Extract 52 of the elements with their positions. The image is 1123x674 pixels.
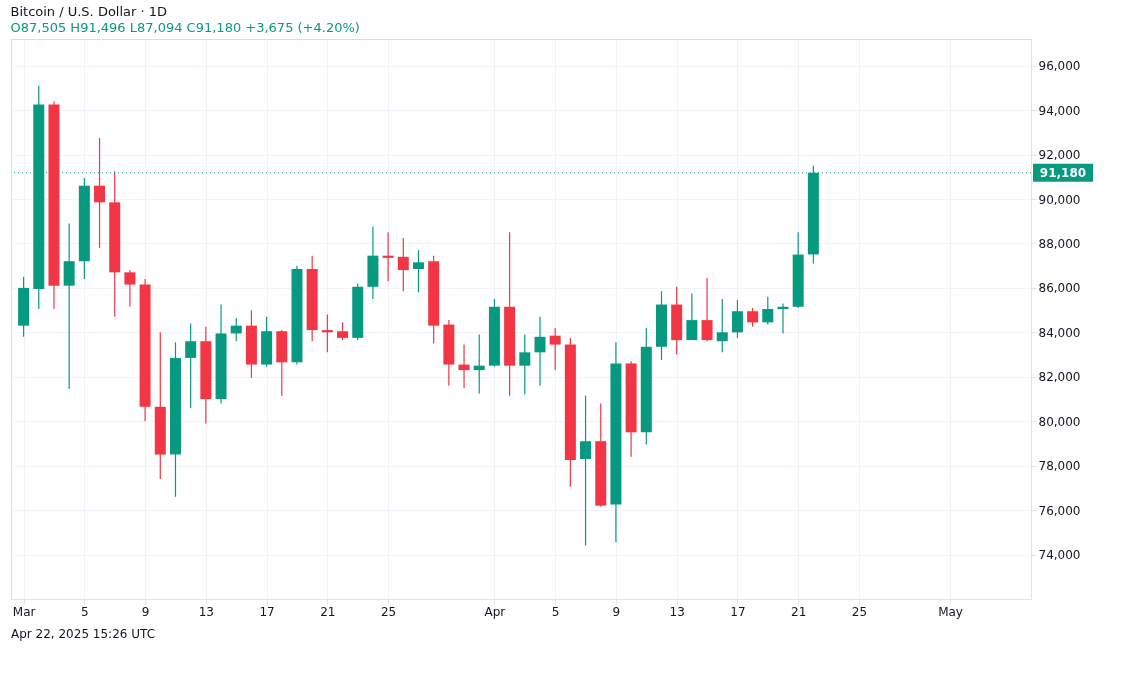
y-tick-label: 92,000 bbox=[1038, 148, 1081, 163]
candlestick bbox=[397, 237, 409, 292]
candlestick bbox=[686, 292, 698, 341]
x-tick-label: 9 bbox=[141, 604, 150, 619]
candlestick bbox=[230, 317, 242, 342]
x-tick-label: 25 bbox=[380, 604, 397, 619]
x-tick-label: 13 bbox=[198, 604, 214, 619]
text: Apr 22, 2025 15:26 UTC bbox=[11, 627, 156, 641]
candlestick bbox=[534, 316, 546, 387]
x-tick-label: 5 bbox=[551, 604, 560, 619]
candlestick bbox=[762, 296, 774, 326]
x-tick-label: Mar bbox=[12, 604, 36, 619]
x-tick-label: Apr bbox=[484, 604, 506, 619]
y-tick-label: 78,000 bbox=[1038, 459, 1081, 474]
x-tick-label: 21 bbox=[791, 604, 807, 619]
candlestick bbox=[124, 269, 136, 308]
candlestick bbox=[382, 231, 394, 282]
y-tick-label: 80,000 bbox=[1038, 414, 1081, 429]
y-tick-label: 94,000 bbox=[1038, 103, 1081, 118]
x-tick-label: May bbox=[938, 604, 963, 619]
chart-subtitle: O87,505 H91,496 L87,094 C91,180 +3,675 (+4.20%) bbox=[10, 20, 360, 35]
candlestick bbox=[580, 395, 592, 547]
x-tick-label: 25 bbox=[851, 604, 868, 619]
candlestick bbox=[731, 299, 743, 339]
chart-title: Bitcoin / U.S. Dollar · 1D bbox=[10, 4, 168, 19]
y-tick-label: 84,000 bbox=[1038, 325, 1081, 340]
x-tick-label: 17 bbox=[259, 604, 275, 619]
x-tick-label: 21 bbox=[320, 604, 336, 619]
candlestick bbox=[94, 137, 106, 249]
x-tick-label: 13 bbox=[669, 604, 685, 619]
candlestick bbox=[701, 277, 713, 342]
candlestick bbox=[185, 322, 197, 409]
candlestick bbox=[519, 333, 531, 396]
y-tick-label: 96,000 bbox=[1038, 59, 1081, 74]
y-tick-label: 86,000 bbox=[1038, 281, 1081, 296]
candlestick bbox=[321, 313, 333, 353]
x-tick-label: 9 bbox=[612, 604, 621, 619]
y-tick-label: 74,000 bbox=[1038, 548, 1081, 563]
x-tick-label: 5 bbox=[81, 604, 89, 619]
candlestick bbox=[458, 343, 470, 389]
candlestick bbox=[747, 307, 759, 328]
y-tick-label: 82,000 bbox=[1038, 370, 1081, 385]
candlestick bbox=[412, 249, 424, 293]
candlestick bbox=[777, 302, 789, 335]
x-tick-label: 17 bbox=[730, 604, 746, 619]
y-tick-label: 88,000 bbox=[1038, 236, 1081, 251]
y-tick-label: 76,000 bbox=[1038, 503, 1081, 518]
candlestick bbox=[549, 327, 561, 371]
candlestick bbox=[473, 333, 485, 395]
candlestick bbox=[716, 298, 728, 353]
y-tick-label: 90,000 bbox=[1038, 192, 1081, 207]
ref-line-label: 91,180 bbox=[1039, 165, 1087, 180]
